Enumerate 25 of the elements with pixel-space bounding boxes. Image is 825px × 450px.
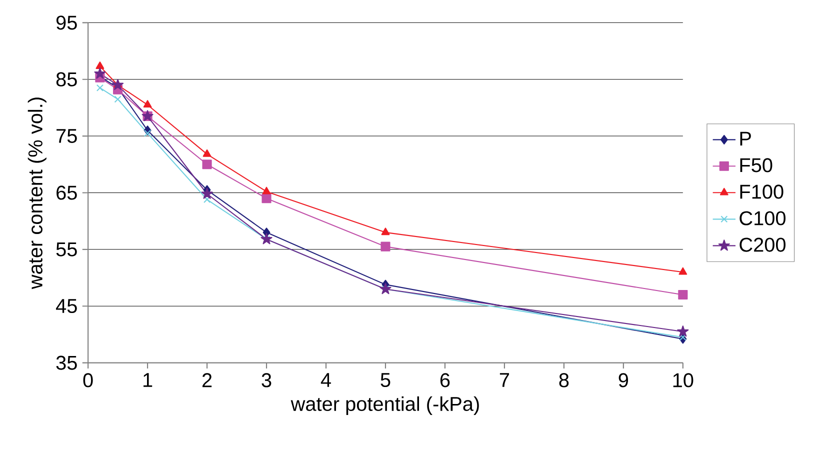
x-tick-label: 0 bbox=[83, 373, 93, 388]
y-tick-label: 45 bbox=[56, 299, 77, 314]
y-axis-title: water content (% vol.) bbox=[28, 98, 46, 290]
y-tick-label: 35 bbox=[56, 356, 77, 370]
x-tick-label: 6 bbox=[440, 373, 450, 388]
x-tick-label: 2 bbox=[202, 373, 212, 388]
y-tick-label: 85 bbox=[56, 72, 77, 87]
legend-label: F100 bbox=[740, 184, 784, 199]
legend-label: C200 bbox=[740, 238, 786, 252]
x-axis-title: water potential (-kPa) bbox=[290, 396, 479, 416]
x-tick-label: 1 bbox=[144, 373, 152, 388]
y-tick-label: 65 bbox=[56, 186, 77, 200]
x-tick-label: 9 bbox=[618, 373, 628, 388]
x-tick-label: 7 bbox=[500, 373, 509, 388]
y-tick-label: 75 bbox=[56, 129, 77, 144]
legend-label: C100 bbox=[740, 211, 786, 226]
x-tick-label: 3 bbox=[262, 373, 272, 388]
y-tick-label: 55 bbox=[56, 242, 77, 257]
x-tick-label: 8 bbox=[559, 373, 569, 388]
x-tick-label: 10 bbox=[673, 373, 694, 388]
y-tick-label: 95 bbox=[56, 16, 77, 30]
legend-label: F50 bbox=[740, 158, 772, 172]
x-tick-label: 5 bbox=[380, 373, 390, 388]
legend-label: P bbox=[740, 132, 751, 146]
x-tick-label: 4 bbox=[320, 373, 331, 388]
